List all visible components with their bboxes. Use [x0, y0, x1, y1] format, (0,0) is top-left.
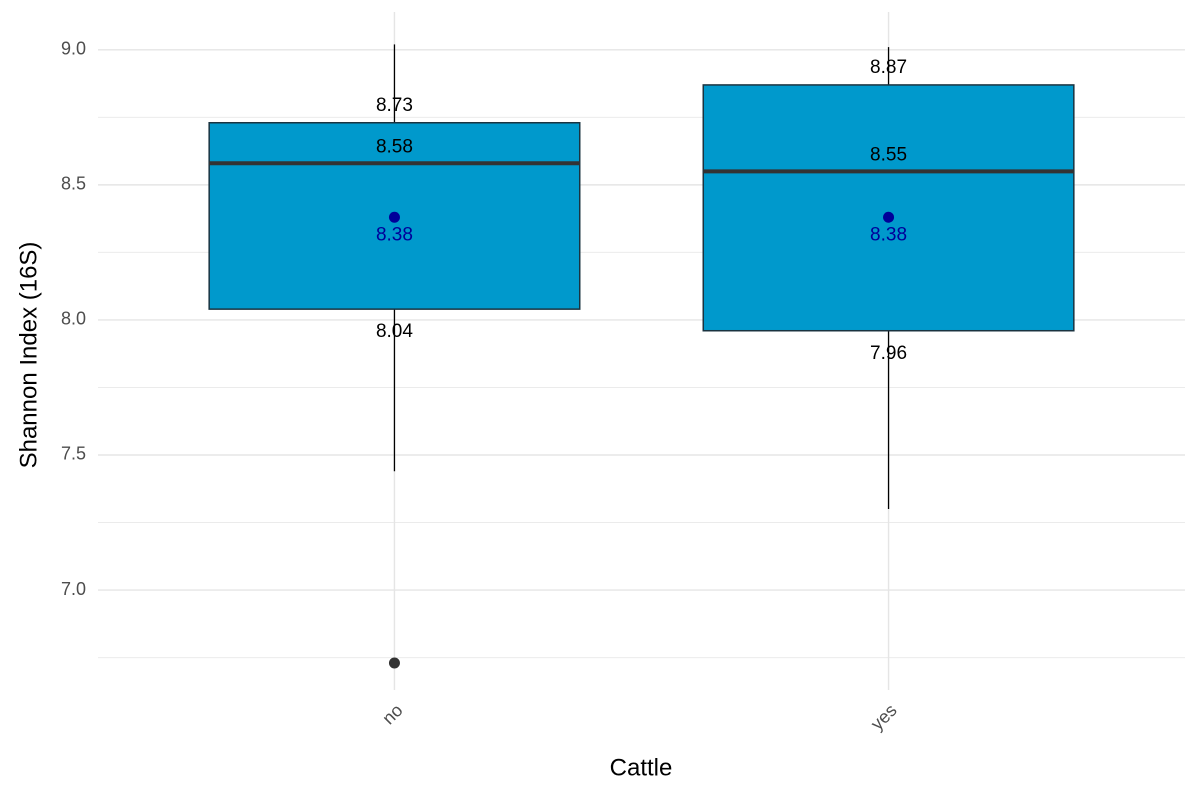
mean-label: 8.38 [870, 224, 907, 245]
q1-label: 7.96 [870, 343, 907, 364]
y-tick-label: 9.0 [61, 39, 86, 59]
mean-label: 8.38 [376, 224, 413, 245]
q1-label: 8.04 [376, 321, 413, 342]
mean-point [388, 211, 400, 223]
median-label: 8.55 [870, 144, 907, 165]
x-axis-title: Cattle [610, 754, 673, 781]
y-tick-label: 8.5 [61, 174, 86, 194]
outlier [388, 657, 400, 669]
q3-label: 8.87 [870, 57, 907, 78]
mean-point [883, 211, 895, 223]
y-tick-label: 8.0 [61, 309, 86, 329]
median-label: 8.58 [376, 136, 413, 157]
y-tick-label: 7.0 [61, 579, 86, 599]
box [702, 84, 1075, 332]
y-axis-title: Shannon Index (16S) [15, 242, 42, 469]
q3-label: 8.73 [376, 95, 413, 116]
y-tick-label: 7.5 [61, 444, 86, 464]
